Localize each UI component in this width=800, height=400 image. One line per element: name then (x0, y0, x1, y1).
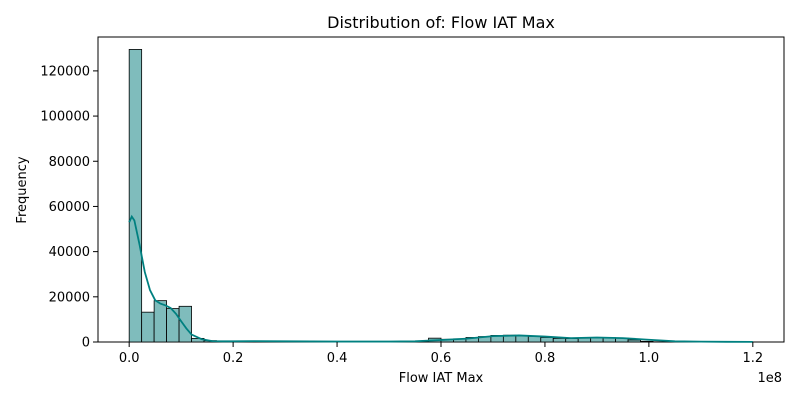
histogram-bar (141, 311, 155, 343)
y-axis-ticks: 0 20000 40000 60000 80000 100000 120000 (40, 64, 98, 351)
x-tick-label: 0.6 (431, 351, 452, 366)
histogram-bar (590, 337, 604, 343)
histogram-bar (166, 308, 180, 343)
x-axis-label: Flow IAT Max (399, 371, 484, 386)
histogram-bar (627, 339, 641, 343)
histogram-bar (128, 49, 143, 343)
chart-title: Distribution of: Flow IAT Max (327, 13, 555, 32)
y-tick-label: 20000 (49, 290, 90, 305)
x-tick-label: 1.0 (639, 351, 660, 366)
histogram-bar (178, 305, 192, 343)
x-tick-label: 0.0 (119, 351, 140, 366)
x-tick-label: 1.2 (742, 351, 763, 366)
histogram-bar (153, 300, 168, 343)
x-tick-label: 0.4 (327, 351, 348, 366)
x-axis-ticks: 0.0 0.2 0.4 0.6 0.8 1.0 1.2 (119, 342, 763, 366)
y-axis-label: Frequency (15, 156, 30, 223)
x-tick-label: 0.2 (223, 351, 244, 366)
histogram-bar (640, 340, 654, 343)
y-tick-label: 100000 (40, 110, 90, 125)
histogram-bar (565, 338, 579, 343)
kde-curve (128, 214, 753, 343)
histogram-bar (540, 337, 554, 343)
axes-frame (97, 36, 785, 343)
plot-area: 0.0 0.2 0.4 0.6 0.8 1.0 1.2 0 20000 40000 60000 80… (40, 36, 785, 366)
x-axis-offset-label: 1e8 (757, 371, 782, 386)
histogram-bar (515, 335, 529, 343)
y-tick-label: 0 (82, 336, 90, 351)
y-tick-label: 40000 (49, 245, 90, 260)
y-tick-label: 80000 (49, 155, 90, 170)
y-tick-label: 60000 (49, 200, 90, 215)
histogram-bar (552, 337, 567, 343)
x-tick-label: 0.8 (535, 351, 556, 366)
y-tick-label: 120000 (40, 64, 90, 79)
